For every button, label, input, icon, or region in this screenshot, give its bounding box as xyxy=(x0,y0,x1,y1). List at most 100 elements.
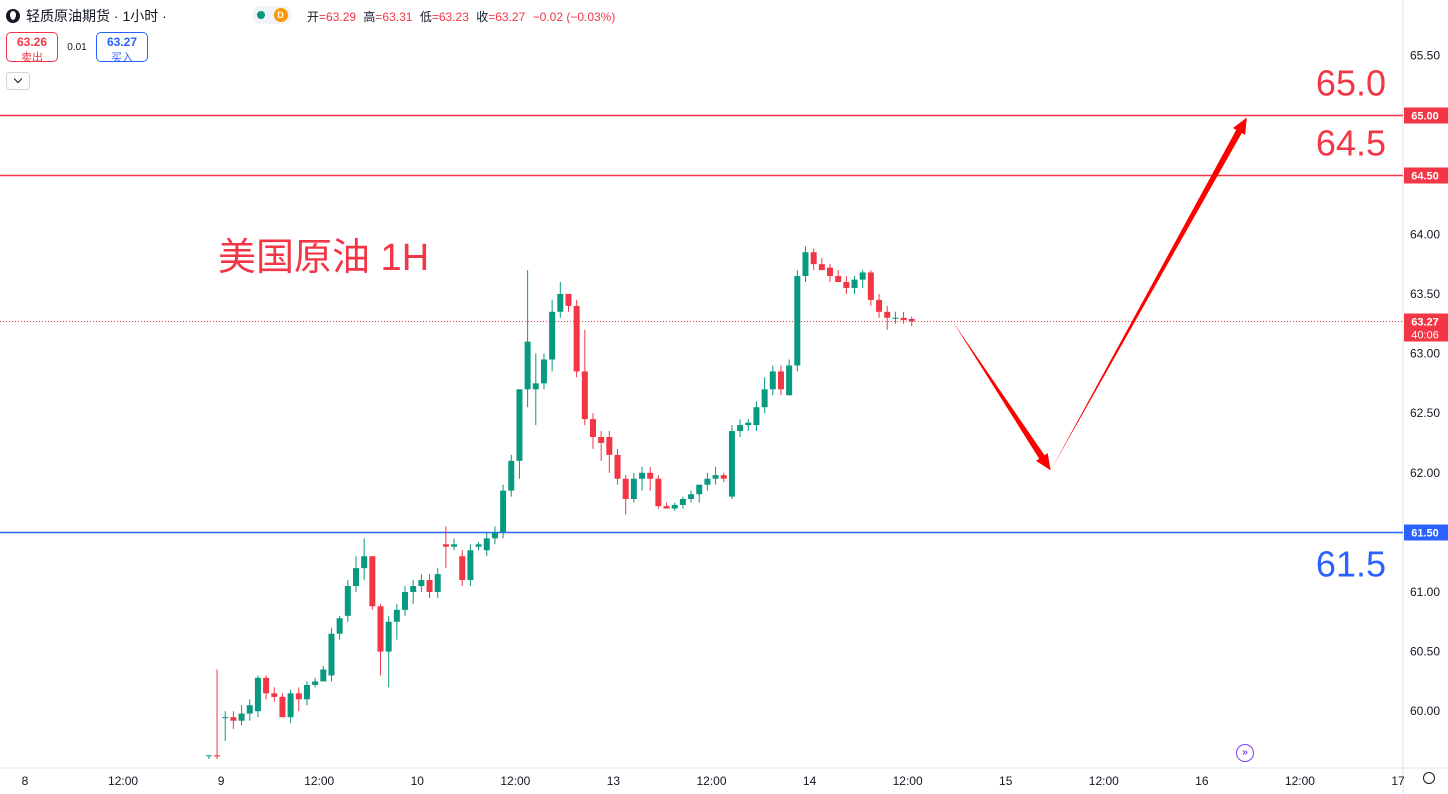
candle-body-30 xyxy=(451,544,458,547)
y-tick-label-11: 65.50 xyxy=(1410,49,1440,63)
settings-gear-icon[interactable] xyxy=(1423,772,1435,784)
candle-body-17 xyxy=(344,586,351,616)
oil-drop-icon xyxy=(6,9,20,23)
annotation-title: 美国原油 1H xyxy=(218,237,429,279)
ohlc-change: −0.02 (−0.03%) xyxy=(532,10,616,24)
candle-body-76 xyxy=(827,267,834,277)
candle-body-5 xyxy=(246,705,253,714)
delayed-data-badge: D xyxy=(273,8,288,22)
candle-body-7 xyxy=(263,677,270,694)
support-615-axis-label: 61.50 xyxy=(1411,528,1439,540)
candle-body-16 xyxy=(336,618,343,634)
candle-body-0 xyxy=(205,755,212,757)
candle-body-19 xyxy=(361,556,368,569)
y-tick-label-0: 60.00 xyxy=(1410,704,1440,718)
ohlc-close-value: =63.27 xyxy=(488,10,526,24)
market-status[interactable]: D xyxy=(252,6,292,24)
resistance-645-axis-tag xyxy=(1404,167,1448,184)
resistance-65-axis-tag xyxy=(1404,107,1448,124)
ohlc-low-label: 低 xyxy=(419,10,432,24)
x-tick-label-4: 10 xyxy=(411,774,425,788)
resistance-645-axis-label: 64.50 xyxy=(1411,171,1439,183)
candle-body-32 xyxy=(467,550,474,581)
bar-countdown: 40:06 xyxy=(1411,330,1439,342)
candle-body-38 xyxy=(516,389,523,461)
x-tick-label-14: 17 xyxy=(1391,774,1405,788)
candle-body-58 xyxy=(679,498,686,505)
candle-body-64 xyxy=(728,431,735,497)
buy-button[interactable]: 63.27 买入 xyxy=(96,32,148,64)
symbol-title[interactable]: 轻质原油期货 · 1小时 · xyxy=(26,8,167,24)
candle-body-55 xyxy=(655,478,662,507)
candle-body-34 xyxy=(483,538,490,551)
x-tick-label-5: 12:00 xyxy=(500,774,530,788)
candle-body-73 xyxy=(802,252,809,277)
candle-body-68 xyxy=(761,389,768,408)
candle-body-6 xyxy=(254,677,261,712)
ohlc-close-label: 收 xyxy=(476,10,489,24)
candle-body-25 xyxy=(410,586,417,592)
candle-body-51 xyxy=(622,478,629,499)
candle-body-50 xyxy=(614,454,621,479)
sell-button[interactable]: 63.26 卖出 xyxy=(6,32,58,64)
candle-body-31 xyxy=(459,556,466,581)
candle-body-85 xyxy=(900,317,907,321)
y-tick-label-8: 64.00 xyxy=(1410,227,1440,241)
candle-body-59 xyxy=(688,494,695,499)
candle-body-28 xyxy=(434,574,441,592)
candle-body-80 xyxy=(859,272,866,280)
candle-body-56 xyxy=(663,506,670,509)
candle-body-1 xyxy=(214,755,221,757)
y-tick-label-1: 60.50 xyxy=(1410,645,1440,659)
forecast-down-arrow xyxy=(952,321,1051,471)
y-tick-label-4: 62.00 xyxy=(1410,466,1440,480)
candle-body-24 xyxy=(402,591,409,610)
candle-body-81 xyxy=(867,272,874,300)
x-tick-label-12: 16 xyxy=(1195,774,1209,788)
candle-body-43 xyxy=(557,293,564,312)
resistance-645-annotation: 64.5 xyxy=(1316,123,1386,164)
candle-body-22 xyxy=(385,621,392,652)
x-tick-label-10: 15 xyxy=(999,774,1013,788)
candle-body-86 xyxy=(908,318,915,322)
sell-label: 卖出 xyxy=(21,52,43,64)
symbol-header[interactable]: 轻质原油期货 · 1小时 · xyxy=(6,6,167,26)
ohlc-low-value: =63.23 xyxy=(431,10,469,24)
candle-body-47 xyxy=(589,419,596,437)
y-tick-label-2: 61.00 xyxy=(1410,585,1440,599)
candle-body-12 xyxy=(303,684,310,700)
candle-body-42 xyxy=(549,311,556,360)
candle-body-46 xyxy=(581,371,588,420)
candle-body-65 xyxy=(737,425,744,432)
resistance-65-axis-label: 65.00 xyxy=(1411,111,1439,123)
candle-body-45 xyxy=(573,305,580,372)
candle-body-18 xyxy=(352,568,359,587)
sell-price: 63.26 xyxy=(16,35,48,49)
candle-body-83 xyxy=(884,311,891,318)
candle-body-61 xyxy=(704,478,711,485)
candle-body-60 xyxy=(696,484,703,495)
candle-body-78 xyxy=(843,282,850,288)
candle-body-15 xyxy=(328,633,335,676)
ohlc-high-label: 高 xyxy=(363,10,376,24)
candle-body-35 xyxy=(491,532,498,539)
y-tick-label-7: 63.50 xyxy=(1410,287,1440,301)
scroll-to-realtime-button[interactable]: » xyxy=(1236,744,1254,762)
collapse-toggle-button[interactable] xyxy=(6,72,30,90)
x-tick-label-6: 13 xyxy=(607,774,621,788)
candle-body-40 xyxy=(532,383,539,390)
candle-body-10 xyxy=(287,693,294,718)
x-tick-label-3: 12:00 xyxy=(304,774,334,788)
candle-body-44 xyxy=(565,293,572,306)
candle-body-29 xyxy=(442,544,449,547)
candle-body-63 xyxy=(720,475,727,479)
candle-body-27 xyxy=(426,580,433,592)
x-tick-label-11: 12:00 xyxy=(1089,774,1119,788)
candle-body-82 xyxy=(876,299,883,312)
candle-body-13 xyxy=(312,681,319,685)
y-tick-label-5: 62.50 xyxy=(1410,406,1440,420)
last-price-tag xyxy=(1404,313,1448,342)
x-tick-label-8: 14 xyxy=(803,774,817,788)
candle-body-57 xyxy=(671,504,678,509)
